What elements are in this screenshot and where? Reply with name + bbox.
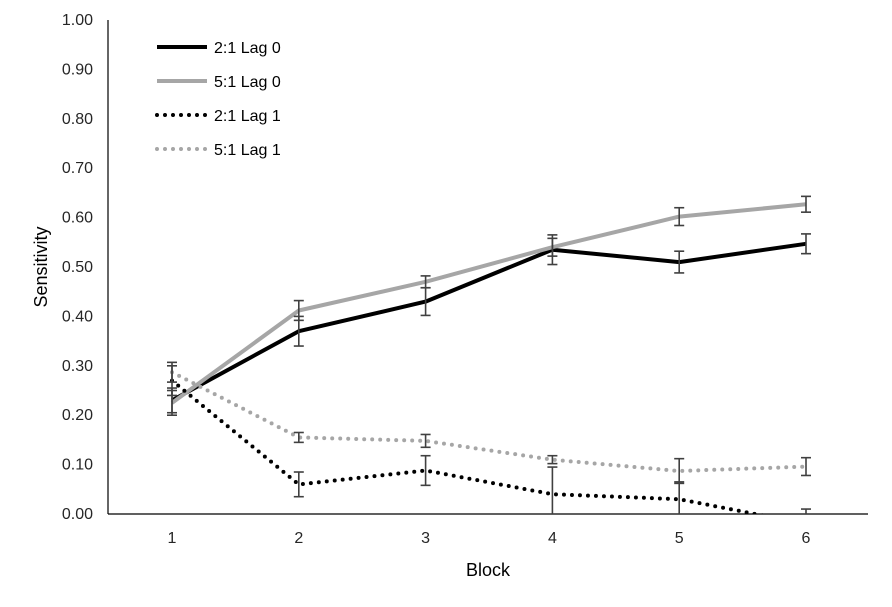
series-line [170, 370, 808, 473]
x-axis-title: Block [466, 560, 511, 580]
series-line [170, 378, 766, 514]
x-tick-labels: 1 2 3 4 5 6 [168, 530, 811, 547]
error-bar [547, 454, 558, 465]
legend-item: 5:1 Lag 1 [155, 142, 281, 159]
error-bar [167, 361, 177, 383]
error-bar [674, 250, 685, 274]
series-line [170, 202, 807, 405]
x-tick-label: 5 [675, 530, 684, 547]
error-bar [547, 237, 558, 257]
series-layer [170, 202, 808, 514]
error-bars [167, 195, 811, 514]
error-bar [674, 206, 685, 227]
y-tick-label: 0.60 [62, 210, 93, 227]
y-tick-label: 0.70 [62, 160, 93, 177]
legend-item: 2:1 Lag 1 [155, 108, 281, 125]
x-tick-label: 6 [802, 530, 811, 547]
legend-label: 5:1 Lag 1 [214, 142, 281, 159]
x-tick-label: 4 [548, 530, 557, 547]
y-tick-label: 0.00 [62, 506, 93, 523]
error-bar [801, 195, 811, 213]
x-tick-label: 3 [421, 530, 430, 547]
legend-label: 2:1 Lag 0 [214, 40, 281, 57]
y-tick-label: 0.30 [62, 358, 93, 375]
legend: 2:1 Lag 0 5:1 Lag 0 2:1 Lag 1 5:1 Lag 1 [155, 40, 281, 159]
legend-label: 5:1 Lag 0 [214, 74, 281, 91]
y-tick-label: 1.00 [62, 12, 93, 29]
y-tick-label: 0.20 [62, 407, 93, 424]
error-bar [293, 471, 304, 498]
error-bar [801, 233, 811, 255]
y-tick-labels: 0.00 0.10 0.20 0.30 0.40 0.50 0.60 0.70 0.80 0.90… [62, 12, 93, 523]
error-bar [420, 454, 431, 487]
y-axis-title: Sensitivity [31, 226, 51, 307]
error-bar [801, 456, 811, 477]
error-bar [547, 466, 558, 514]
legend-label: 2:1 Lag 1 [214, 108, 281, 125]
legend-item: 5:1 Lag 0 [157, 74, 281, 91]
series-line [171, 241, 807, 403]
error-bar [674, 457, 685, 485]
legend-item: 2:1 Lag 0 [157, 40, 281, 57]
error-bar [293, 431, 304, 444]
error-bar [293, 299, 304, 322]
x-tick-label: 2 [294, 530, 303, 547]
y-tick-label: 0.50 [62, 259, 93, 276]
error-bar [801, 508, 811, 514]
y-tick-label: 0.10 [62, 457, 93, 474]
y-tick-label: 0.80 [62, 111, 93, 128]
x-tick-label: 1 [168, 530, 177, 547]
y-tick-label: 0.40 [62, 308, 93, 325]
error-bar [420, 433, 431, 449]
y-tick-label: 0.90 [62, 61, 93, 78]
error-bar [420, 275, 431, 289]
